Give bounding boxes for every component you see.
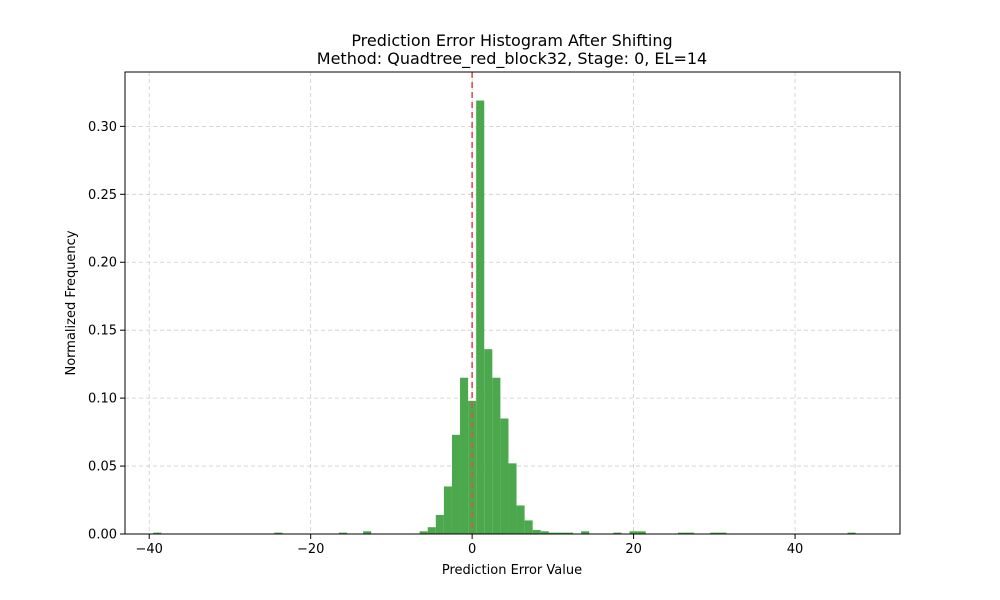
histogram-bar xyxy=(718,532,727,534)
histogram-bar xyxy=(613,532,622,534)
histogram-bar xyxy=(516,505,525,534)
histogram-bar xyxy=(629,531,638,534)
x-tick-label: 20 xyxy=(625,542,642,557)
histogram-bars xyxy=(153,100,856,535)
histogram-bar xyxy=(363,531,372,534)
y-tick-label: 0.10 xyxy=(88,392,117,407)
histogram-bar xyxy=(274,532,283,534)
y-axis-ticks: 0.00 0.05 0.10 0.15 0.20 0.25 0.30 xyxy=(88,120,125,543)
histogram-bar xyxy=(564,532,574,534)
plot-frame xyxy=(124,71,901,535)
y-tick-label: 0.20 xyxy=(88,256,117,271)
histogram-bar xyxy=(427,527,436,534)
histogram-bar xyxy=(476,100,485,535)
x-axis-label: Prediction Error Value xyxy=(442,563,582,578)
chart-title: Prediction Error Histogram After Shiftin… xyxy=(351,31,672,50)
x-tick-label: 0 xyxy=(468,542,476,557)
chart-subtitle: Method: Quadtree_red_block32, Stage: 0, … xyxy=(317,49,707,69)
histogram-bar xyxy=(338,532,348,534)
y-tick-label: 0.15 xyxy=(88,324,117,339)
histogram-bar xyxy=(540,531,549,534)
histogram-bar xyxy=(484,349,493,534)
histogram-bar xyxy=(153,532,162,534)
histogram-bar xyxy=(548,532,557,534)
histogram-bar xyxy=(686,532,695,534)
histogram-bar xyxy=(435,514,444,534)
x-tick-label: 40 xyxy=(787,542,804,557)
histogram-bar xyxy=(524,520,533,534)
histogram-bar xyxy=(500,418,509,534)
y-tick-label: 0.00 xyxy=(88,528,117,543)
histogram-bar xyxy=(677,532,687,534)
histogram-bar xyxy=(419,531,428,534)
histogram-bar xyxy=(637,531,646,534)
histogram-bar xyxy=(532,529,541,534)
histogram-bar xyxy=(710,532,719,534)
x-axis-ticks: −40 −20 0 20 40 xyxy=(136,534,804,557)
y-tick-label: 0.25 xyxy=(88,188,117,203)
histogram-bar xyxy=(451,434,461,534)
histogram-bar xyxy=(443,486,452,534)
histogram-bar xyxy=(508,463,517,534)
y-tick-label: 0.30 xyxy=(88,120,117,135)
histogram-bar xyxy=(492,377,501,534)
histogram-bar xyxy=(847,532,856,534)
histogram-bar xyxy=(556,532,565,534)
histogram-bar xyxy=(581,531,590,534)
y-tick-label: 0.05 xyxy=(88,460,117,475)
histogram-bar xyxy=(460,377,469,534)
x-tick-label: −20 xyxy=(297,542,324,557)
x-tick-label: −40 xyxy=(136,542,163,557)
y-axis-label: Normalized Frequency xyxy=(64,230,79,375)
